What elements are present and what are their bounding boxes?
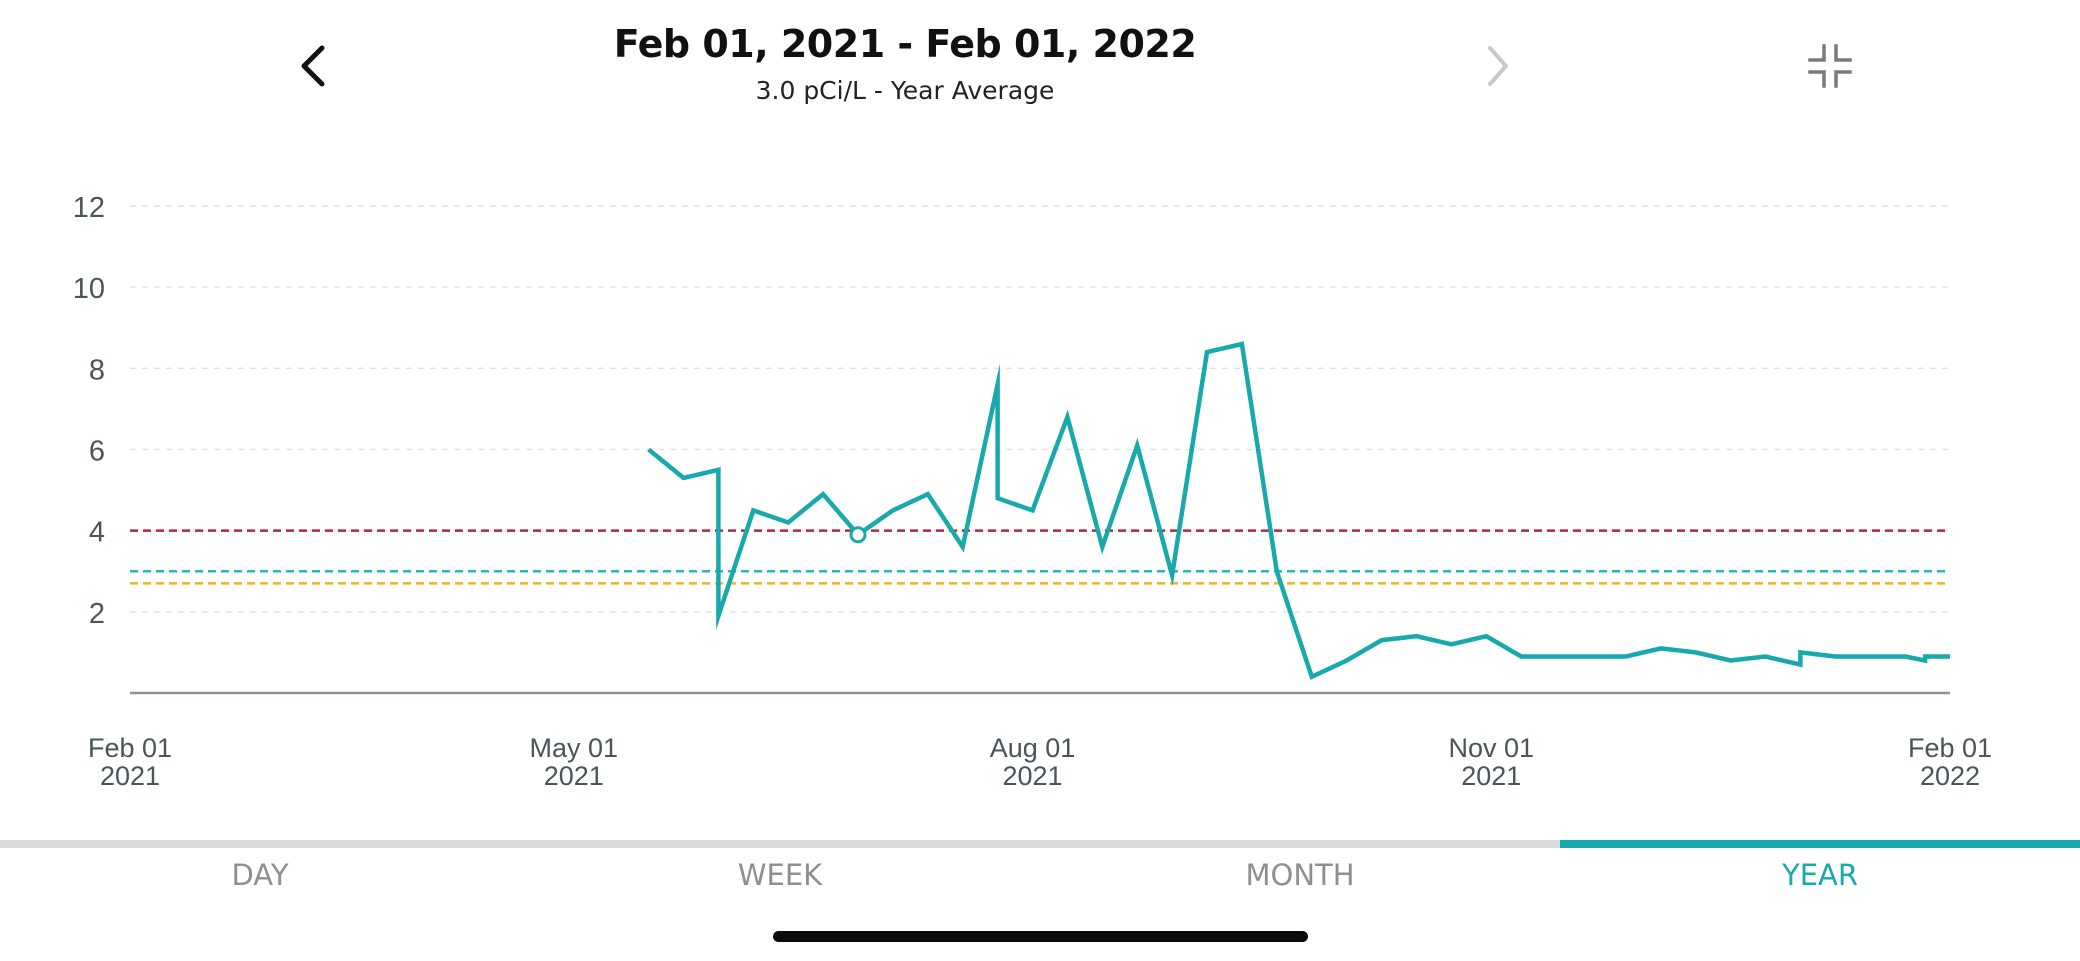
x-tick-year-label: 2021 [544, 761, 604, 791]
chevron-right-icon [1488, 46, 1508, 86]
next-period-button[interactable] [1472, 40, 1520, 92]
previous-period-button[interactable] [292, 40, 340, 92]
x-tick-year-label: 2021 [1002, 761, 1062, 791]
x-tick-label: Feb 01 [88, 733, 172, 763]
active-tab-indicator [1560, 840, 2080, 848]
y-tick-label: 4 [89, 517, 105, 549]
tab-month[interactable]: MONTH [1245, 858, 1355, 892]
tab-week[interactable]: WEEK [737, 858, 823, 892]
tab-day[interactable]: DAY [231, 858, 289, 892]
x-tick-year-label: 2021 [100, 761, 160, 791]
radon-series-line [647, 341, 1950, 680]
x-tick-label: May 01 [530, 733, 619, 763]
tab-year[interactable]: YEAR [1781, 858, 1859, 892]
x-tick-year-label: 2021 [1461, 761, 1521, 791]
page-title: Feb 01, 2021 - Feb 01, 2022 [613, 22, 1197, 66]
tab-track [0, 840, 2080, 848]
home-indicator [773, 931, 1308, 942]
x-tick-label: Aug 01 [990, 733, 1076, 763]
year-average-subtitle: 3.0 pCi/L - Year Average [755, 76, 1055, 105]
y-tick-label: 6 [89, 436, 105, 468]
selected-data-point [849, 526, 867, 544]
x-tick-label: Feb 01 [1908, 733, 1992, 763]
x-tick-label: Nov 01 [1448, 733, 1534, 763]
collapse-icon [1808, 44, 1852, 88]
chevron-left-icon [301, 45, 325, 87]
y-tick-label: 12 [73, 192, 105, 224]
y-tick-label: 10 [73, 273, 105, 305]
y-tick-label: 8 [89, 354, 105, 386]
x-tick-year-label: 2022 [1920, 761, 1980, 791]
collapse-button[interactable] [1800, 36, 1860, 96]
y-tick-label: 2 [89, 598, 105, 630]
